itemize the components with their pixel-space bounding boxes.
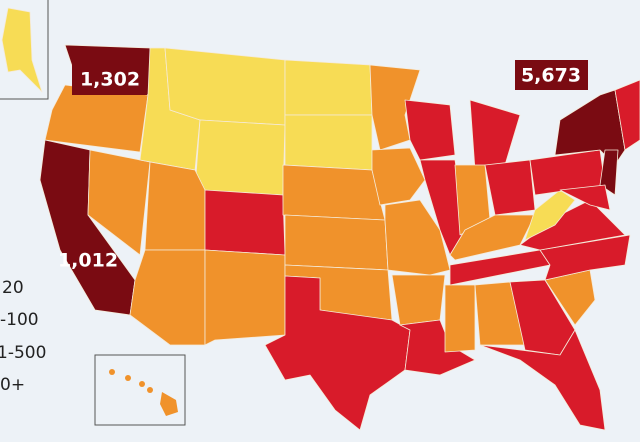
island [109,369,115,375]
island [160,392,178,416]
state [614,79,640,151]
state [384,199,451,276]
state [391,274,446,326]
state [399,319,476,376]
state [282,164,386,221]
legend-label: 1-500 [0,343,46,363]
state [194,119,286,196]
state [264,275,411,431]
state [144,161,206,251]
state [444,284,476,353]
callout-box [72,63,147,95]
state [559,184,611,211]
state [284,114,373,171]
state [524,189,576,241]
callout-box [515,60,588,90]
island [139,381,145,387]
state [479,329,606,431]
callout-label: 1,302 [80,69,140,91]
state [554,89,626,166]
legend-label: 0+ [0,375,25,395]
hawaii-inset [94,354,186,426]
callout-label: 1,012 [58,250,118,272]
state [204,189,286,256]
island [147,387,153,393]
state [599,149,619,196]
alaska-inset [0,0,49,100]
labels: 1,302 5,673 1,012 [58,60,588,272]
state [404,99,456,161]
legend-label: -100 [0,310,39,330]
states [39,44,640,431]
state [87,149,151,256]
state [204,249,286,346]
callout-label: 5,673 [521,65,581,87]
legend-label: 20 [2,278,24,298]
legend: 20 -100 1-500 0+ [0,278,46,395]
island [125,375,131,381]
state [284,214,389,271]
state [44,84,149,153]
hawaii [109,369,178,416]
alaska [1,7,43,93]
state [371,147,426,206]
state [164,47,286,126]
state [284,59,373,116]
